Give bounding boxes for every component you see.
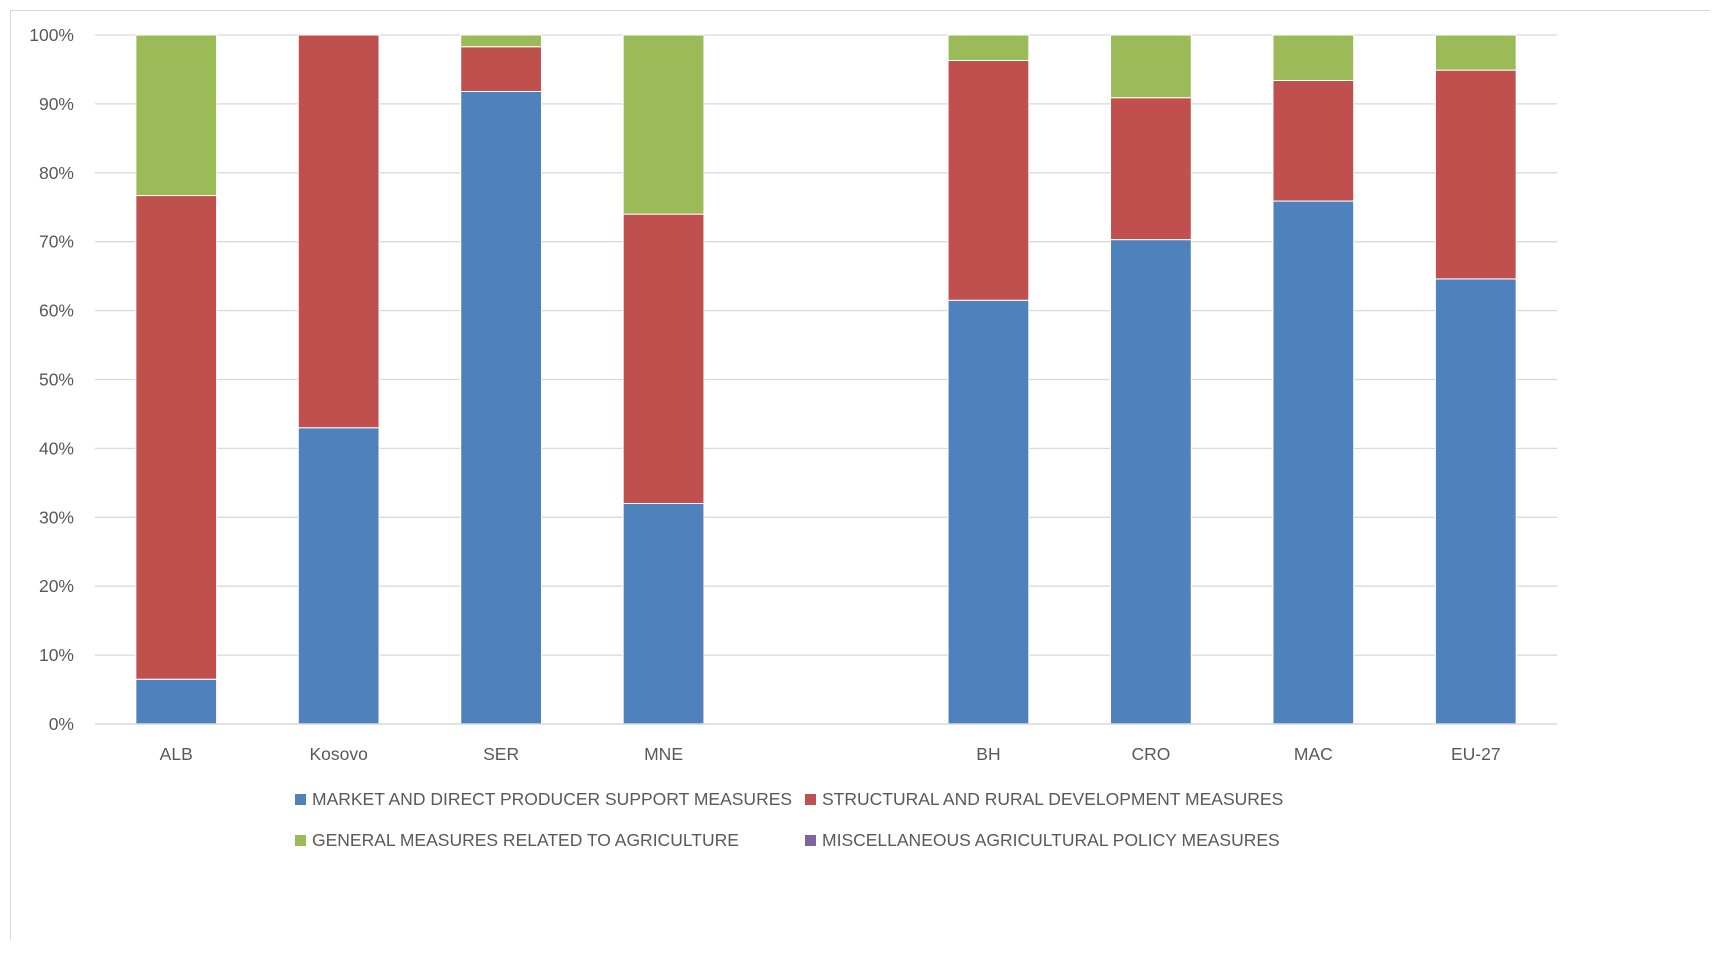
- bar-segment: [460, 46, 542, 92]
- x-tick-label: CRO: [1131, 744, 1170, 764]
- x-tick-label: SER: [483, 744, 519, 764]
- bar-segment: [947, 299, 1030, 725]
- legend: MARKET AND DIRECT PRODUCER SUPPORT MEASU…: [295, 789, 1283, 850]
- y-tick-label: 90%: [39, 94, 74, 114]
- legend-swatch: [805, 835, 816, 846]
- bar-segment: [297, 34, 380, 429]
- y-tick-label: 70%: [39, 232, 74, 252]
- legend-label: GENERAL MEASURES RELATED TO AGRICULTURE: [312, 830, 739, 850]
- legend-label: MISCELLANEOUS AGRICULTURAL POLICY MEASUR…: [822, 830, 1280, 850]
- bar-segment: [460, 90, 542, 725]
- x-tick-label: BH: [976, 744, 1000, 764]
- x-tick-label: MNE: [644, 744, 683, 764]
- legend-swatch: [295, 794, 306, 805]
- legend-label: MARKET AND DIRECT PRODUCER SUPPORT MEASU…: [312, 789, 792, 809]
- legend-swatch: [805, 794, 816, 805]
- y-tick-label: 30%: [39, 507, 74, 527]
- y-axis-tick-labels: 0% 10% 20% 30% 40% 50% 60% 70% 80% 90% 100%: [29, 25, 74, 734]
- bar-segment: [1110, 97, 1192, 241]
- x-tick-label: MAC: [1294, 744, 1333, 764]
- y-tick-label: 40%: [39, 438, 74, 458]
- bar-segment: [1434, 278, 1517, 725]
- x-tick-label: ALB: [160, 744, 193, 764]
- bar-segment: [297, 427, 380, 725]
- bar-segment: [135, 678, 218, 725]
- bar-segment: [135, 195, 218, 680]
- bar-segment: [1434, 34, 1517, 71]
- bars: [135, 34, 1517, 725]
- y-tick-label: 60%: [39, 301, 74, 321]
- x-tick-label: Kosovo: [309, 744, 367, 764]
- bar-segment: [135, 34, 218, 197]
- y-tick-label: 80%: [39, 163, 74, 183]
- bar-segment: [622, 503, 705, 725]
- y-tick-label: 100%: [29, 25, 74, 45]
- bar-segment: [460, 34, 542, 48]
- bar-segment: [1110, 239, 1192, 725]
- bar-segment: [1110, 34, 1192, 99]
- legend-label: STRUCTURAL AND RURAL DEVELOPMENT MEASURE…: [822, 789, 1283, 809]
- bar-segment: [622, 213, 705, 505]
- y-tick-label: 0%: [49, 714, 74, 734]
- bar-segment: [1434, 69, 1517, 280]
- legend-swatch: [295, 835, 306, 846]
- y-tick-label: 50%: [39, 370, 74, 390]
- x-axis-tick-labels: ALB Kosovo SER MNE BH CRO MAC EU-27: [160, 744, 1501, 764]
- y-tick-label: 20%: [39, 576, 74, 596]
- x-tick-label: EU-27: [1451, 744, 1501, 764]
- chart-frame: [10, 10, 1710, 940]
- bar-segment: [947, 34, 1030, 61]
- y-tick-label: 10%: [39, 645, 74, 665]
- bar-segment: [1272, 79, 1355, 202]
- bar-segment: [622, 34, 705, 215]
- bar-segment: [1272, 34, 1355, 81]
- bar-segment: [947, 59, 1030, 301]
